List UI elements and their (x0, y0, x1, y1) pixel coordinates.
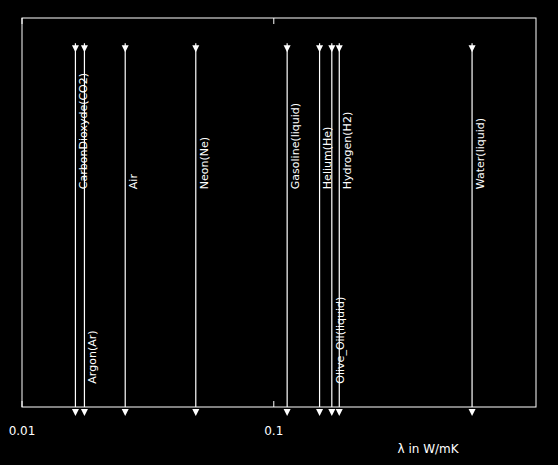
substance-label: Water(liquid) (474, 118, 487, 189)
bottom-arrow (122, 409, 129, 416)
top-arrow (81, 45, 88, 52)
substance-label: Neon(Ne) (198, 137, 211, 189)
x-tick-label: 0.1 (264, 424, 283, 438)
substance-label: Gasoline(liquid) (289, 103, 302, 189)
substance-label: Hydrogen(H2) (341, 112, 354, 189)
value-marker (122, 43, 129, 416)
value-marker (316, 43, 323, 416)
x-tick-top (273, 18, 274, 24)
bottom-arrow (316, 409, 323, 416)
top-arrow (284, 45, 291, 52)
chart: 0.01 0.1 λ in W/mK CarbonDioxyde(CO2) Argon(… (0, 0, 558, 465)
bottom-arrow (469, 409, 476, 416)
top-arrow (336, 45, 343, 52)
bottom-arrow (328, 409, 335, 416)
top-arrow (469, 45, 476, 52)
top-arrow (72, 45, 79, 52)
substance-label: Argon(Ar) (86, 330, 99, 383)
value-marker (284, 43, 291, 416)
value-line (287, 43, 288, 407)
value-line (331, 43, 332, 407)
substance-label: Air (127, 174, 140, 190)
top-arrow (122, 45, 129, 52)
substance-label: Olive_Oil(liquid) (334, 297, 347, 384)
x-tick (22, 401, 23, 407)
value-line (125, 43, 126, 407)
background (0, 0, 558, 465)
top-arrow (328, 45, 335, 52)
value-line (319, 43, 320, 407)
value-marker (192, 43, 199, 416)
value-line (195, 43, 196, 407)
bottom-arrow (81, 409, 88, 416)
x-tick (273, 401, 274, 407)
bottom-arrow (72, 409, 79, 416)
top-arrow (316, 45, 323, 52)
value-line (75, 43, 76, 407)
marks (72, 43, 476, 416)
substance-label: Helium(He) (321, 127, 334, 189)
x-tick-top (22, 18, 23, 24)
top-arrow (192, 45, 199, 52)
bottom-arrow (284, 409, 291, 416)
substance-label: CarbonDioxyde(CO2) (77, 73, 90, 189)
x-tick-label: 0.01 (9, 424, 36, 438)
value-marker (469, 43, 476, 416)
bottom-arrow (192, 409, 199, 416)
bottom-arrow (336, 409, 343, 416)
x-axis-label: λ in W/mK (397, 442, 459, 456)
value-line (471, 43, 472, 407)
plot-frame (22, 18, 536, 407)
